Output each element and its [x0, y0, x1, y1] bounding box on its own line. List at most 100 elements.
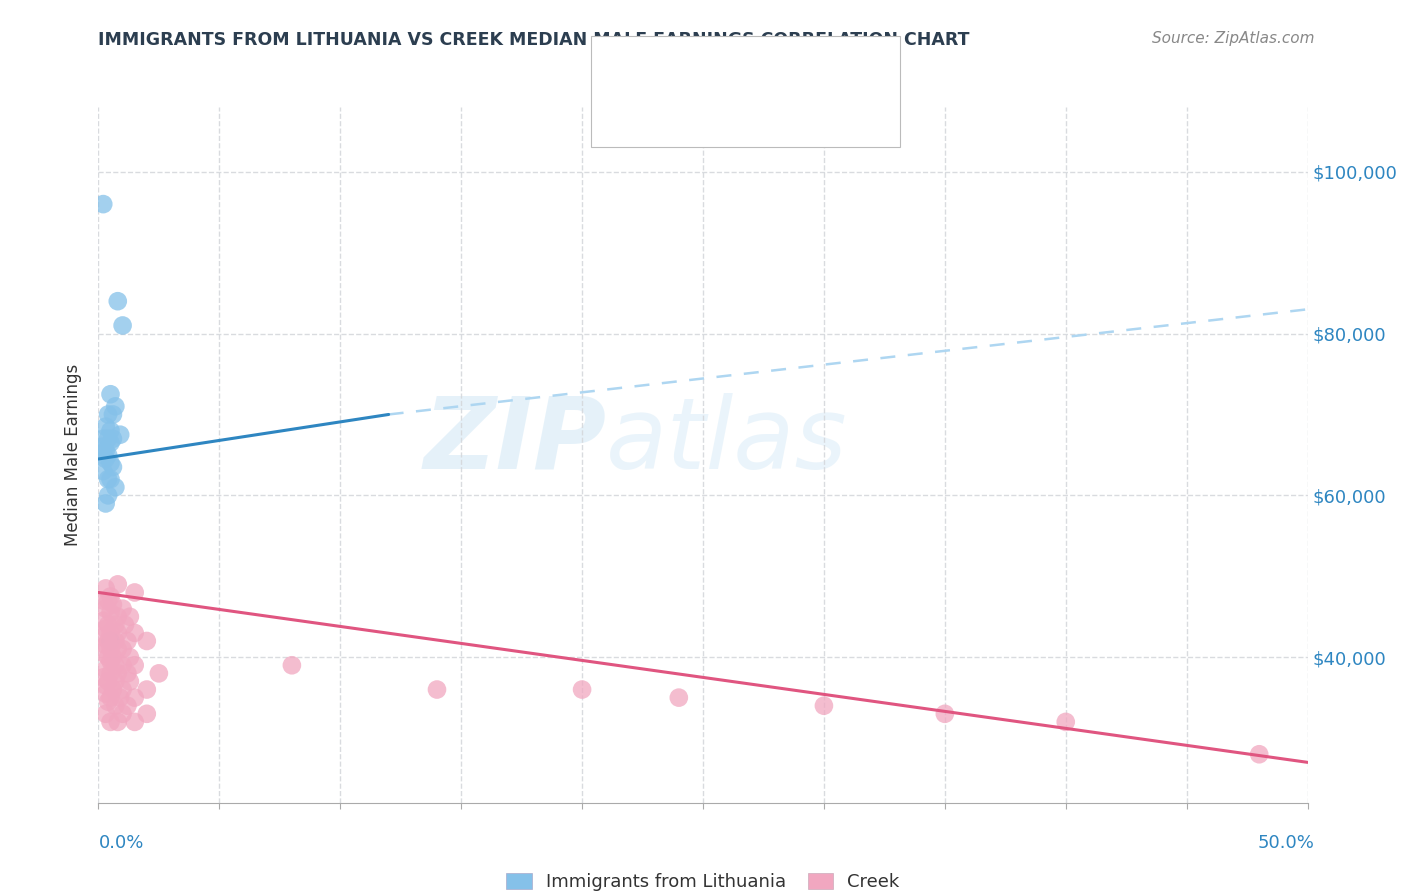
- Text: 0.0%: 0.0%: [98, 834, 143, 852]
- Point: [94, 662, 117, 676]
- Point: [118, 609, 141, 624]
- Point: [135, 634, 157, 648]
- Point: [117, 634, 139, 648]
- Point: [118, 674, 141, 689]
- Point: [107, 609, 129, 624]
- Point: [107, 294, 129, 309]
- Point: [124, 658, 146, 673]
- Point: [97, 634, 120, 648]
- Point: [104, 480, 127, 494]
- Point: [100, 690, 122, 705]
- Point: [100, 590, 122, 604]
- Point: [100, 472, 122, 486]
- Point: [100, 654, 122, 668]
- Point: [813, 698, 835, 713]
- Point: [100, 435, 122, 450]
- Point: [97, 617, 120, 632]
- Point: [101, 598, 124, 612]
- Point: [91, 197, 114, 211]
- Point: [97, 472, 120, 486]
- Point: [118, 650, 141, 665]
- Point: [91, 464, 114, 478]
- Point: [97, 695, 120, 709]
- Point: [97, 408, 120, 422]
- Point: [94, 706, 117, 721]
- Point: [124, 626, 146, 640]
- Y-axis label: Median Male Earnings: Median Male Earnings: [65, 364, 83, 546]
- Point: [1249, 747, 1271, 762]
- Point: [104, 658, 127, 673]
- Point: [104, 634, 127, 648]
- Point: [91, 440, 114, 454]
- Point: [101, 460, 124, 475]
- Point: [100, 666, 122, 681]
- Point: [111, 318, 134, 333]
- Point: [111, 642, 134, 657]
- Point: [104, 400, 127, 414]
- Text: IMMIGRANTS FROM LITHUANIA VS CREEK MEDIAN MALE EARNINGS CORRELATION CHART: IMMIGRANTS FROM LITHUANIA VS CREEK MEDIA…: [98, 31, 970, 49]
- Point: [94, 582, 117, 596]
- Point: [108, 427, 131, 442]
- Point: [100, 626, 122, 640]
- Point: [107, 577, 129, 591]
- Point: [1054, 714, 1077, 729]
- Point: [94, 687, 117, 701]
- Point: [100, 424, 122, 438]
- Point: [104, 674, 127, 689]
- Point: [91, 432, 114, 446]
- Point: [934, 706, 956, 721]
- Point: [108, 690, 131, 705]
- Point: [107, 666, 129, 681]
- Point: [100, 642, 122, 657]
- Text: R =  0.067   N = 28: R = 0.067 N = 28: [651, 62, 827, 80]
- Point: [97, 674, 120, 689]
- Point: [97, 488, 120, 502]
- Point: [94, 496, 117, 510]
- Point: [111, 706, 134, 721]
- Text: ZIP: ZIP: [423, 392, 606, 490]
- Point: [94, 443, 117, 458]
- Point: [101, 432, 124, 446]
- Point: [117, 698, 139, 713]
- Point: [97, 432, 120, 446]
- Point: [97, 650, 120, 665]
- Point: [91, 670, 114, 684]
- Point: [111, 658, 134, 673]
- Legend: Immigrants from Lithuania, Creek: Immigrants from Lithuania, Creek: [506, 873, 900, 891]
- Point: [91, 448, 114, 462]
- Text: Source: ZipAtlas.com: Source: ZipAtlas.com: [1152, 31, 1315, 46]
- Point: [117, 666, 139, 681]
- Point: [100, 387, 122, 401]
- Point: [94, 622, 117, 636]
- Point: [91, 646, 114, 660]
- Point: [107, 626, 129, 640]
- Point: [426, 682, 449, 697]
- Point: [94, 638, 117, 652]
- Point: [111, 682, 134, 697]
- Point: [94, 452, 117, 467]
- Point: [101, 682, 124, 697]
- Point: [104, 617, 127, 632]
- Point: [101, 408, 124, 422]
- Point: [281, 658, 304, 673]
- Point: [100, 606, 122, 620]
- Point: [111, 601, 134, 615]
- Point: [124, 585, 146, 599]
- Point: [135, 682, 157, 697]
- Point: [148, 666, 170, 681]
- Point: [94, 678, 117, 692]
- Point: [91, 630, 114, 644]
- Point: [97, 593, 120, 607]
- Point: [101, 650, 124, 665]
- Point: [114, 617, 136, 632]
- Point: [94, 419, 117, 434]
- Text: R = -0.462   N = 72: R = -0.462 N = 72: [651, 100, 828, 118]
- Point: [91, 593, 114, 607]
- Point: [94, 601, 117, 615]
- Point: [100, 714, 122, 729]
- Text: 50.0%: 50.0%: [1258, 834, 1315, 852]
- Point: [100, 634, 122, 648]
- Point: [668, 690, 690, 705]
- Point: [124, 690, 146, 705]
- Text: atlas: atlas: [606, 392, 848, 490]
